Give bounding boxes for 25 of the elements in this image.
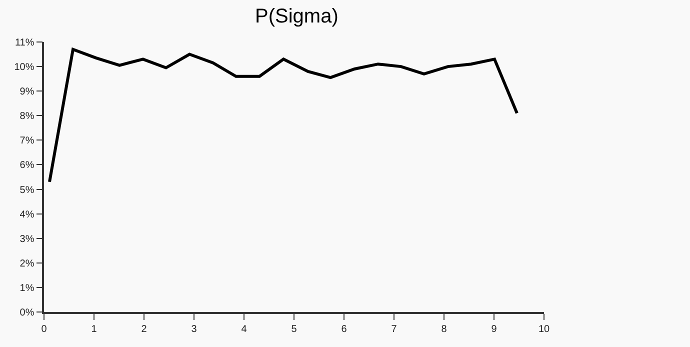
x-tick-label: 4 — [241, 324, 248, 335]
x-tick-label: 3 — [191, 324, 198, 335]
y-tick-label: 2% — [20, 258, 34, 270]
x-tick-label: 9 — [491, 324, 498, 335]
x-tick-label: 8 — [441, 324, 448, 335]
y-tick-label: 3% — [20, 234, 34, 245]
x-tick-label: 1 — [91, 324, 98, 335]
x-tick-label: 7 — [391, 324, 398, 335]
x-tick-label: 2 — [141, 324, 148, 335]
x-tick-label: 6 — [341, 324, 348, 335]
y-tick-label: 6% — [20, 160, 34, 172]
y-tick-label: 11% — [14, 38, 34, 48]
y-tick-label: 7% — [20, 136, 34, 147]
y-tick-label: 9% — [20, 86, 34, 98]
y-tick-label: 5% — [20, 184, 34, 196]
y-tick-label: 8% — [20, 111, 34, 122]
x-tick-label: 0 — [41, 324, 48, 335]
x-tick-label: 5 — [291, 324, 298, 335]
x-tick-label: 10 — [538, 324, 550, 335]
line-series — [48, 48, 518, 184]
y-tick-label: 10% — [14, 62, 34, 74]
y-tick-label: 0% — [20, 308, 34, 318]
chart-title: P(Sigma) — [255, 6, 338, 28]
y-tick-label: 1% — [20, 282, 34, 294]
y-tick-label: 4% — [20, 209, 34, 220]
